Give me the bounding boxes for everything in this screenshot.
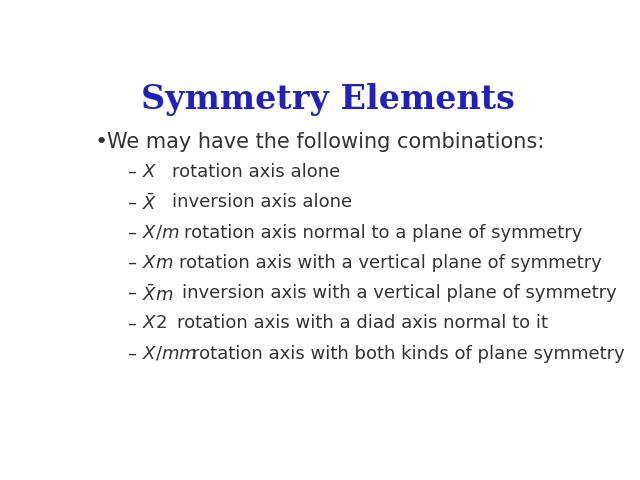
Text: $Xm$: $Xm$ bbox=[142, 254, 173, 272]
Text: $X/mm$: $X/mm$ bbox=[142, 345, 197, 363]
Text: rotation axis with a diad axis normal to it: rotation axis with a diad axis normal to… bbox=[177, 314, 548, 333]
Text: –: – bbox=[127, 193, 136, 211]
Text: rotation axis with a vertical plane of symmetry: rotation axis with a vertical plane of s… bbox=[179, 254, 602, 272]
Text: inversion axis with a vertical plane of symmetry: inversion axis with a vertical plane of … bbox=[182, 284, 616, 302]
Text: $X$: $X$ bbox=[142, 163, 157, 181]
Text: We may have the following combinations:: We may have the following combinations: bbox=[108, 132, 545, 152]
Text: Symmetry Elements: Symmetry Elements bbox=[141, 84, 515, 117]
Text: inversion axis alone: inversion axis alone bbox=[172, 193, 352, 211]
Text: rotation axis with both kinds of plane symmetry: rotation axis with both kinds of plane s… bbox=[191, 345, 625, 363]
Text: $\bar{X}m$: $\bar{X}m$ bbox=[142, 284, 173, 305]
Text: •: • bbox=[95, 132, 108, 152]
Text: $X2$: $X2$ bbox=[142, 314, 167, 333]
Text: –: – bbox=[127, 163, 136, 181]
Text: –: – bbox=[127, 314, 136, 333]
Text: –: – bbox=[127, 284, 136, 302]
Text: $\bar{X}$: $\bar{X}$ bbox=[142, 193, 157, 214]
Text: rotation axis alone: rotation axis alone bbox=[172, 163, 340, 181]
Text: rotation axis normal to a plane of symmetry: rotation axis normal to a plane of symme… bbox=[184, 224, 582, 241]
Text: $X/m$: $X/m$ bbox=[142, 224, 179, 241]
Text: –: – bbox=[127, 345, 136, 363]
Text: –: – bbox=[127, 224, 136, 241]
Text: –: – bbox=[127, 254, 136, 272]
